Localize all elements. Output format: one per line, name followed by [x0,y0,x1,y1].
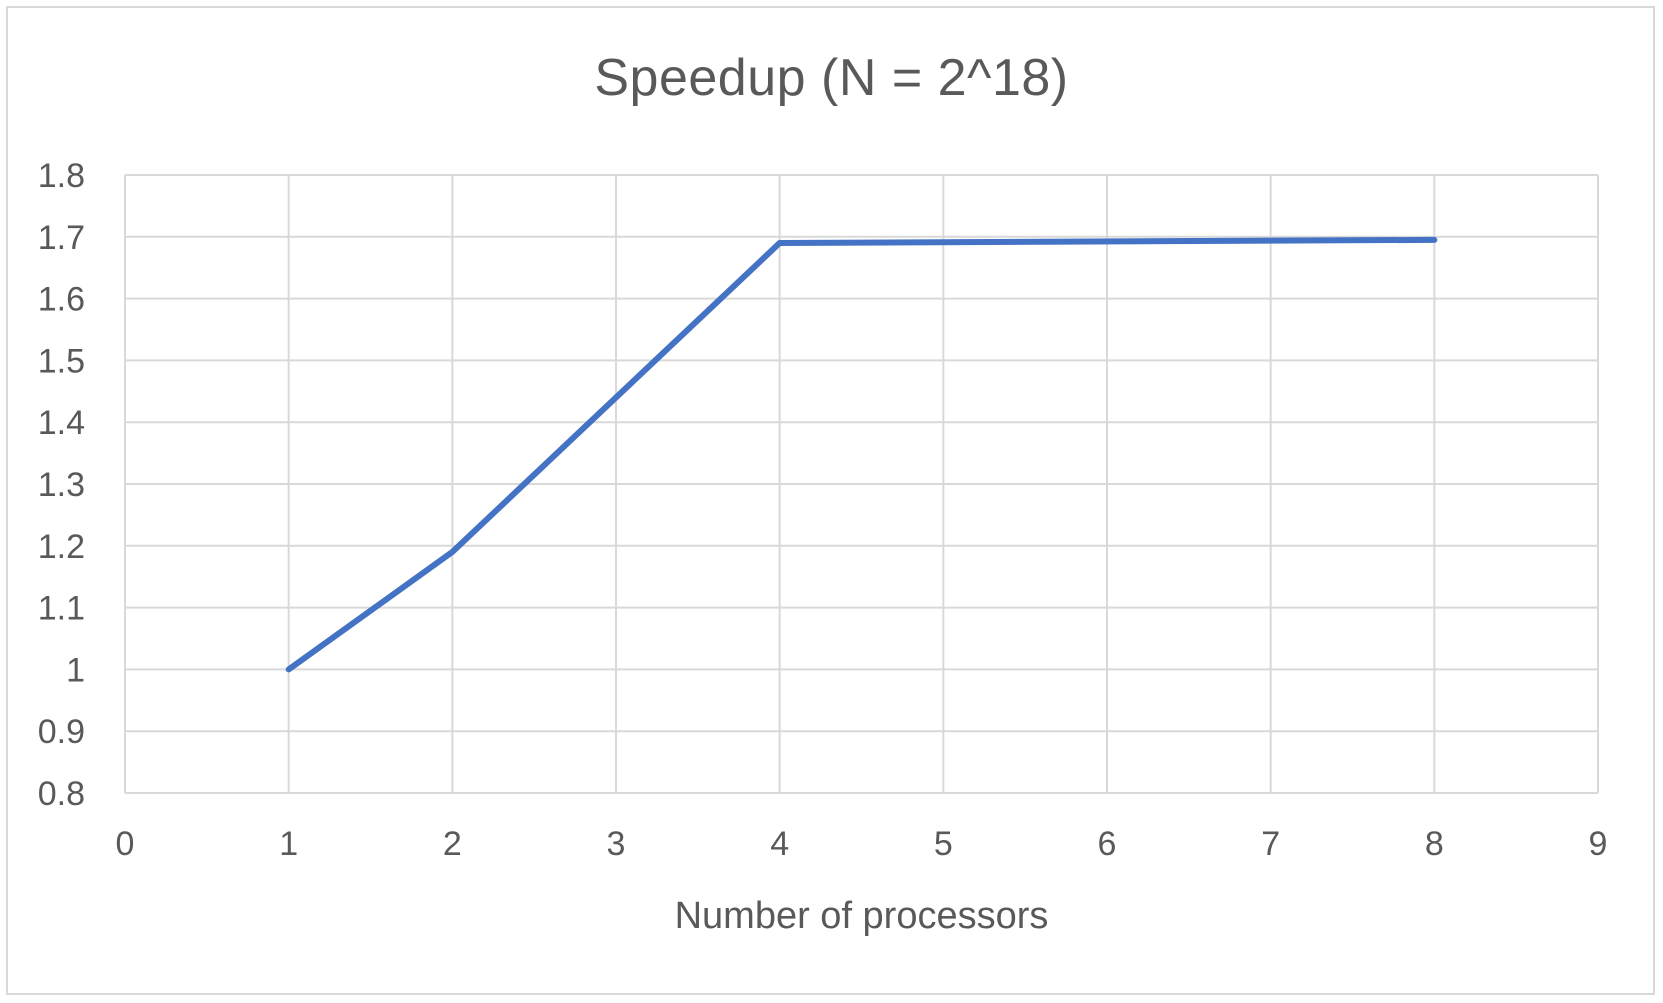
y-tick-label: 0.9 [38,713,85,751]
y-tick-label: 1.7 [38,219,85,257]
x-tick-label: 9 [1589,825,1608,863]
x-tick-label: 7 [1261,825,1280,863]
series-layer [285,236,1438,673]
x-tick-label: 2 [443,825,462,863]
x-tick-label: 8 [1425,825,1444,863]
x-tick-label: 5 [934,825,953,863]
y-tick-label: 0.8 [38,775,85,813]
y-tick-label: 1.6 [38,281,85,319]
x-axis-tick-labels: 0 1 2 3 4 5 6 7 8 9 [116,825,1608,863]
gridlines [124,174,1599,794]
x-tick-label: 6 [1098,825,1117,863]
y-axis-tick-labels: 0.8 0.9 1 1.1 1.2 1.3 1.4 1.5 1.6 1.7 1.8 [38,157,85,813]
chart-title: Speedup (N = 2^18) [594,49,1069,107]
y-tick-label: 1.5 [38,342,85,380]
y-tick-label: 1.2 [38,528,85,566]
y-tick-label: 1.4 [38,404,85,442]
x-tick-label: 1 [279,825,298,863]
x-tick-label: 0 [116,825,135,863]
x-tick-label: 3 [607,825,626,863]
series-line [285,236,1438,673]
y-tick-label: 1.1 [38,590,85,628]
x-axis-title: Number of processors [675,895,1049,937]
x-tick-label: 4 [770,825,789,863]
y-tick-label: 1.3 [38,466,85,504]
y-tick-label: 1 [66,651,85,689]
y-tick-label: 1.8 [38,157,85,195]
chart-area [6,6,1655,995]
